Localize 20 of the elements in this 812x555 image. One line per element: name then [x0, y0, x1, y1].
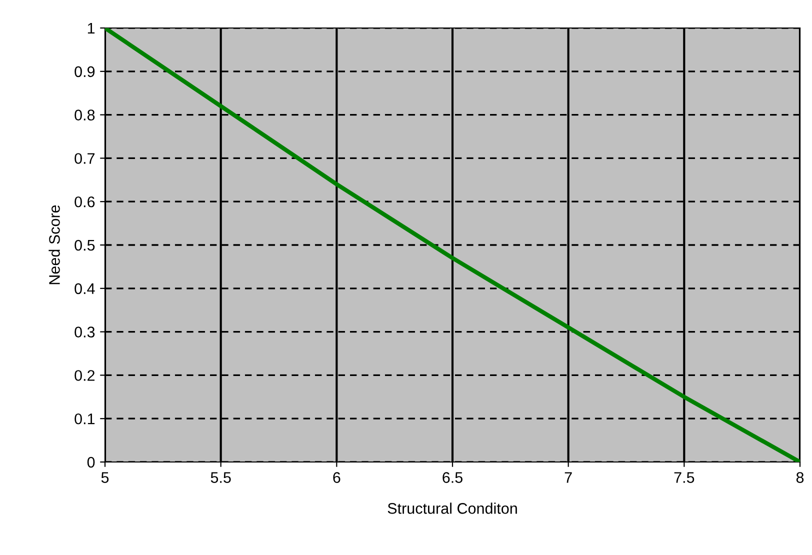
x-tick-label: 6	[333, 472, 340, 483]
y-tick-label: 1	[88, 23, 95, 34]
y-tick-label: 0.1	[74, 413, 95, 424]
x-axis-title: Structural Conditon	[388, 502, 517, 514]
y-tick-label: 0.7	[74, 153, 95, 164]
x-tick-label: 7.5	[674, 472, 694, 483]
x-tick-label: 8	[796, 472, 804, 483]
y-tick-label: 0.5	[74, 240, 95, 251]
y-tick-label: 0.8	[74, 110, 95, 120]
y-axis-title: Need Score	[48, 205, 60, 284]
y-tick-label: 0.9	[74, 66, 95, 78]
x-tick-label: 6.5	[442, 472, 462, 483]
x-tick-label: 5.5	[210, 472, 231, 483]
y-tick-label: 0.4	[74, 283, 95, 294]
y-tick-label: 0.3	[74, 326, 95, 338]
x-tick-label: 5	[101, 472, 109, 483]
y-tick-label: 0.6	[74, 196, 95, 208]
y-tick-label: 0.2	[74, 370, 95, 381]
y-tick-label: 0	[87, 456, 95, 468]
x-tick-label: 7	[564, 472, 572, 483]
